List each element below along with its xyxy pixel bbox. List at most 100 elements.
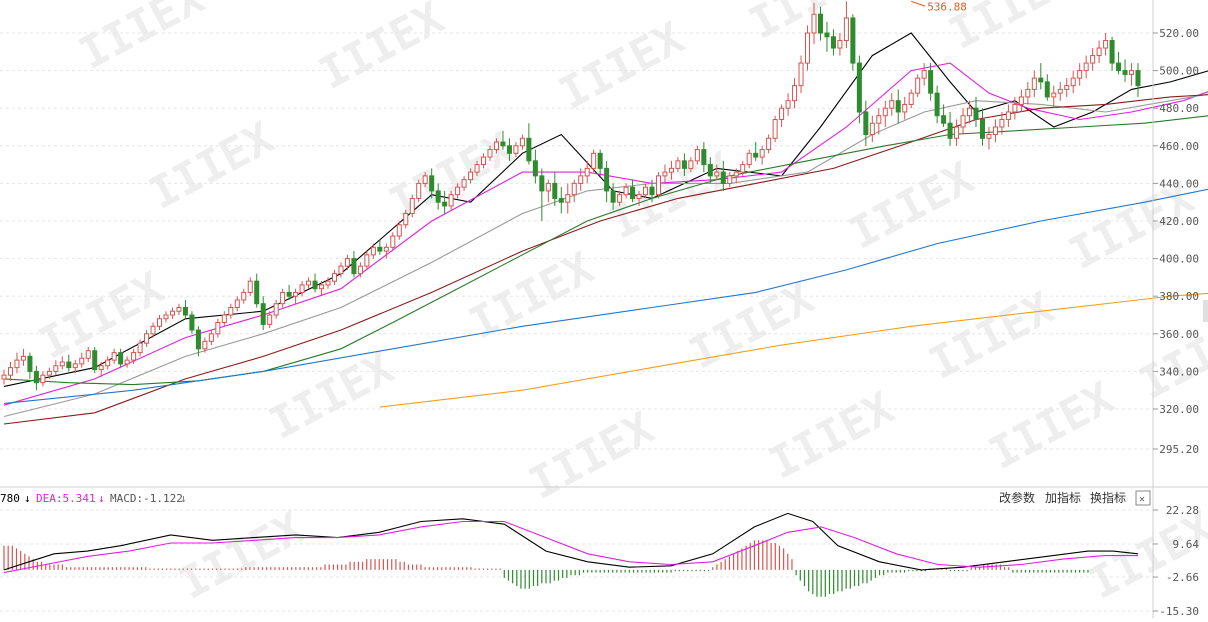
ma250-line: [379, 292, 1208, 408]
peak-annotation: 536.88: [911, 0, 967, 13]
candle-up: [578, 175, 584, 184]
candle-up: [273, 303, 279, 316]
candle-up: [869, 122, 875, 136]
candle-up: [325, 280, 331, 286]
macd-lines: [3, 512, 1139, 574]
candle-down: [442, 201, 448, 207]
candle-up: [792, 85, 798, 102]
close-box[interactable]: [1135, 490, 1151, 506]
candle-up: [643, 186, 649, 196]
candle-down: [182, 306, 188, 316]
candle-down: [928, 70, 934, 94]
candle-down: [429, 175, 435, 192]
candle-down: [500, 141, 506, 147]
candle-up: [1096, 47, 1102, 57]
candle-up: [383, 246, 389, 252]
price-tick-label: 420.00: [1159, 215, 1199, 228]
candle-down: [351, 258, 357, 275]
price-tick-label: 500.00: [1159, 65, 1199, 78]
candle-up: [1051, 92, 1057, 98]
candle-up: [331, 273, 337, 282]
candle-down: [649, 186, 655, 196]
candle-up: [396, 224, 402, 237]
price-tick-label: 340.00: [1159, 365, 1199, 378]
candle-down: [863, 111, 869, 136]
candle-down: [312, 280, 318, 290]
candle-up: [416, 182, 422, 199]
macd-tick-label: -15.30: [1159, 605, 1199, 618]
candle-down: [610, 190, 616, 203]
candle-up: [14, 359, 20, 369]
dea-label: DEA:5.341: [36, 492, 96, 505]
candle-up: [675, 160, 681, 169]
price-tick-label: 320.00: [1159, 403, 1199, 416]
candle-down: [1109, 40, 1115, 64]
candle-up: [876, 115, 882, 124]
candle-up: [668, 167, 674, 173]
candle-up: [72, 363, 78, 369]
candle-down: [33, 370, 39, 384]
candle-up: [915, 77, 921, 94]
candle-up: [293, 291, 299, 297]
candle-up: [688, 160, 694, 169]
price-tick-label: 440.00: [1159, 177, 1199, 190]
candle-up: [59, 361, 65, 367]
candle-up: [481, 156, 487, 166]
switch-indicator-button[interactable]: 换指标: [1090, 490, 1126, 505]
candle-down: [947, 122, 953, 139]
candle-up: [1005, 111, 1011, 120]
candle-down: [1122, 70, 1128, 75]
macd-tick-label: 22.28: [1166, 504, 1199, 517]
candle-up: [124, 359, 130, 365]
candle-down: [830, 36, 836, 49]
candle-up: [20, 355, 26, 361]
candle-up: [1070, 77, 1076, 87]
candle-down: [753, 152, 759, 158]
candle-down: [118, 352, 124, 365]
candle-up: [228, 306, 234, 316]
candle-up: [474, 164, 480, 173]
candle-up: [40, 374, 46, 384]
candle-up: [455, 186, 461, 196]
macd-legend: 780 ↓ DEA:5.341 ↓ MACD:-1.122 ↓: [0, 492, 187, 505]
price-gridlines: [0, 32, 1153, 450]
candle-up: [247, 280, 253, 293]
candle-up: [403, 212, 409, 226]
candle-up: [468, 171, 474, 181]
candle-up: [215, 322, 221, 335]
candle-up: [150, 325, 156, 335]
candle-up: [208, 333, 214, 342]
candle-up: [623, 186, 629, 196]
candle-up: [131, 352, 137, 361]
close-icon[interactable]: ✕: [1139, 494, 1145, 505]
candle-up: [513, 145, 519, 154]
macd-axis: 22.28 9.64 -2.66 -15.30: [1153, 504, 1199, 618]
candle-up: [565, 194, 571, 203]
candle-up: [746, 152, 752, 166]
candle-up: [157, 318, 163, 327]
candle-up: [53, 365, 59, 372]
change-params-button[interactable]: 改参数: [999, 490, 1035, 505]
candle-up: [798, 62, 804, 87]
candle-down: [973, 107, 979, 120]
candle-up: [805, 32, 811, 64]
price-tick-label: 360.00: [1159, 328, 1199, 341]
candle-down: [189, 314, 195, 331]
candle-down: [552, 182, 558, 199]
candle-up: [1077, 70, 1083, 79]
price-axis: 520.00 500.00 480.00 460.00 440.00 420.00 400.…: [1153, 27, 1199, 456]
dif-label: 780: [0, 492, 20, 505]
add-indicator-button[interactable]: 加指标: [1045, 490, 1081, 505]
candle-up: [357, 265, 363, 275]
candle-up: [1, 374, 7, 380]
close-indicator-button[interactable]: ✕: [1135, 490, 1151, 506]
candle-up: [1012, 103, 1018, 113]
candle-up: [908, 92, 914, 105]
scroll-handle[interactable]: [1203, 300, 1208, 322]
candle-up: [176, 306, 182, 312]
candle-up: [954, 126, 960, 139]
candle-down: [1038, 77, 1044, 83]
candle-down: [1044, 81, 1050, 98]
